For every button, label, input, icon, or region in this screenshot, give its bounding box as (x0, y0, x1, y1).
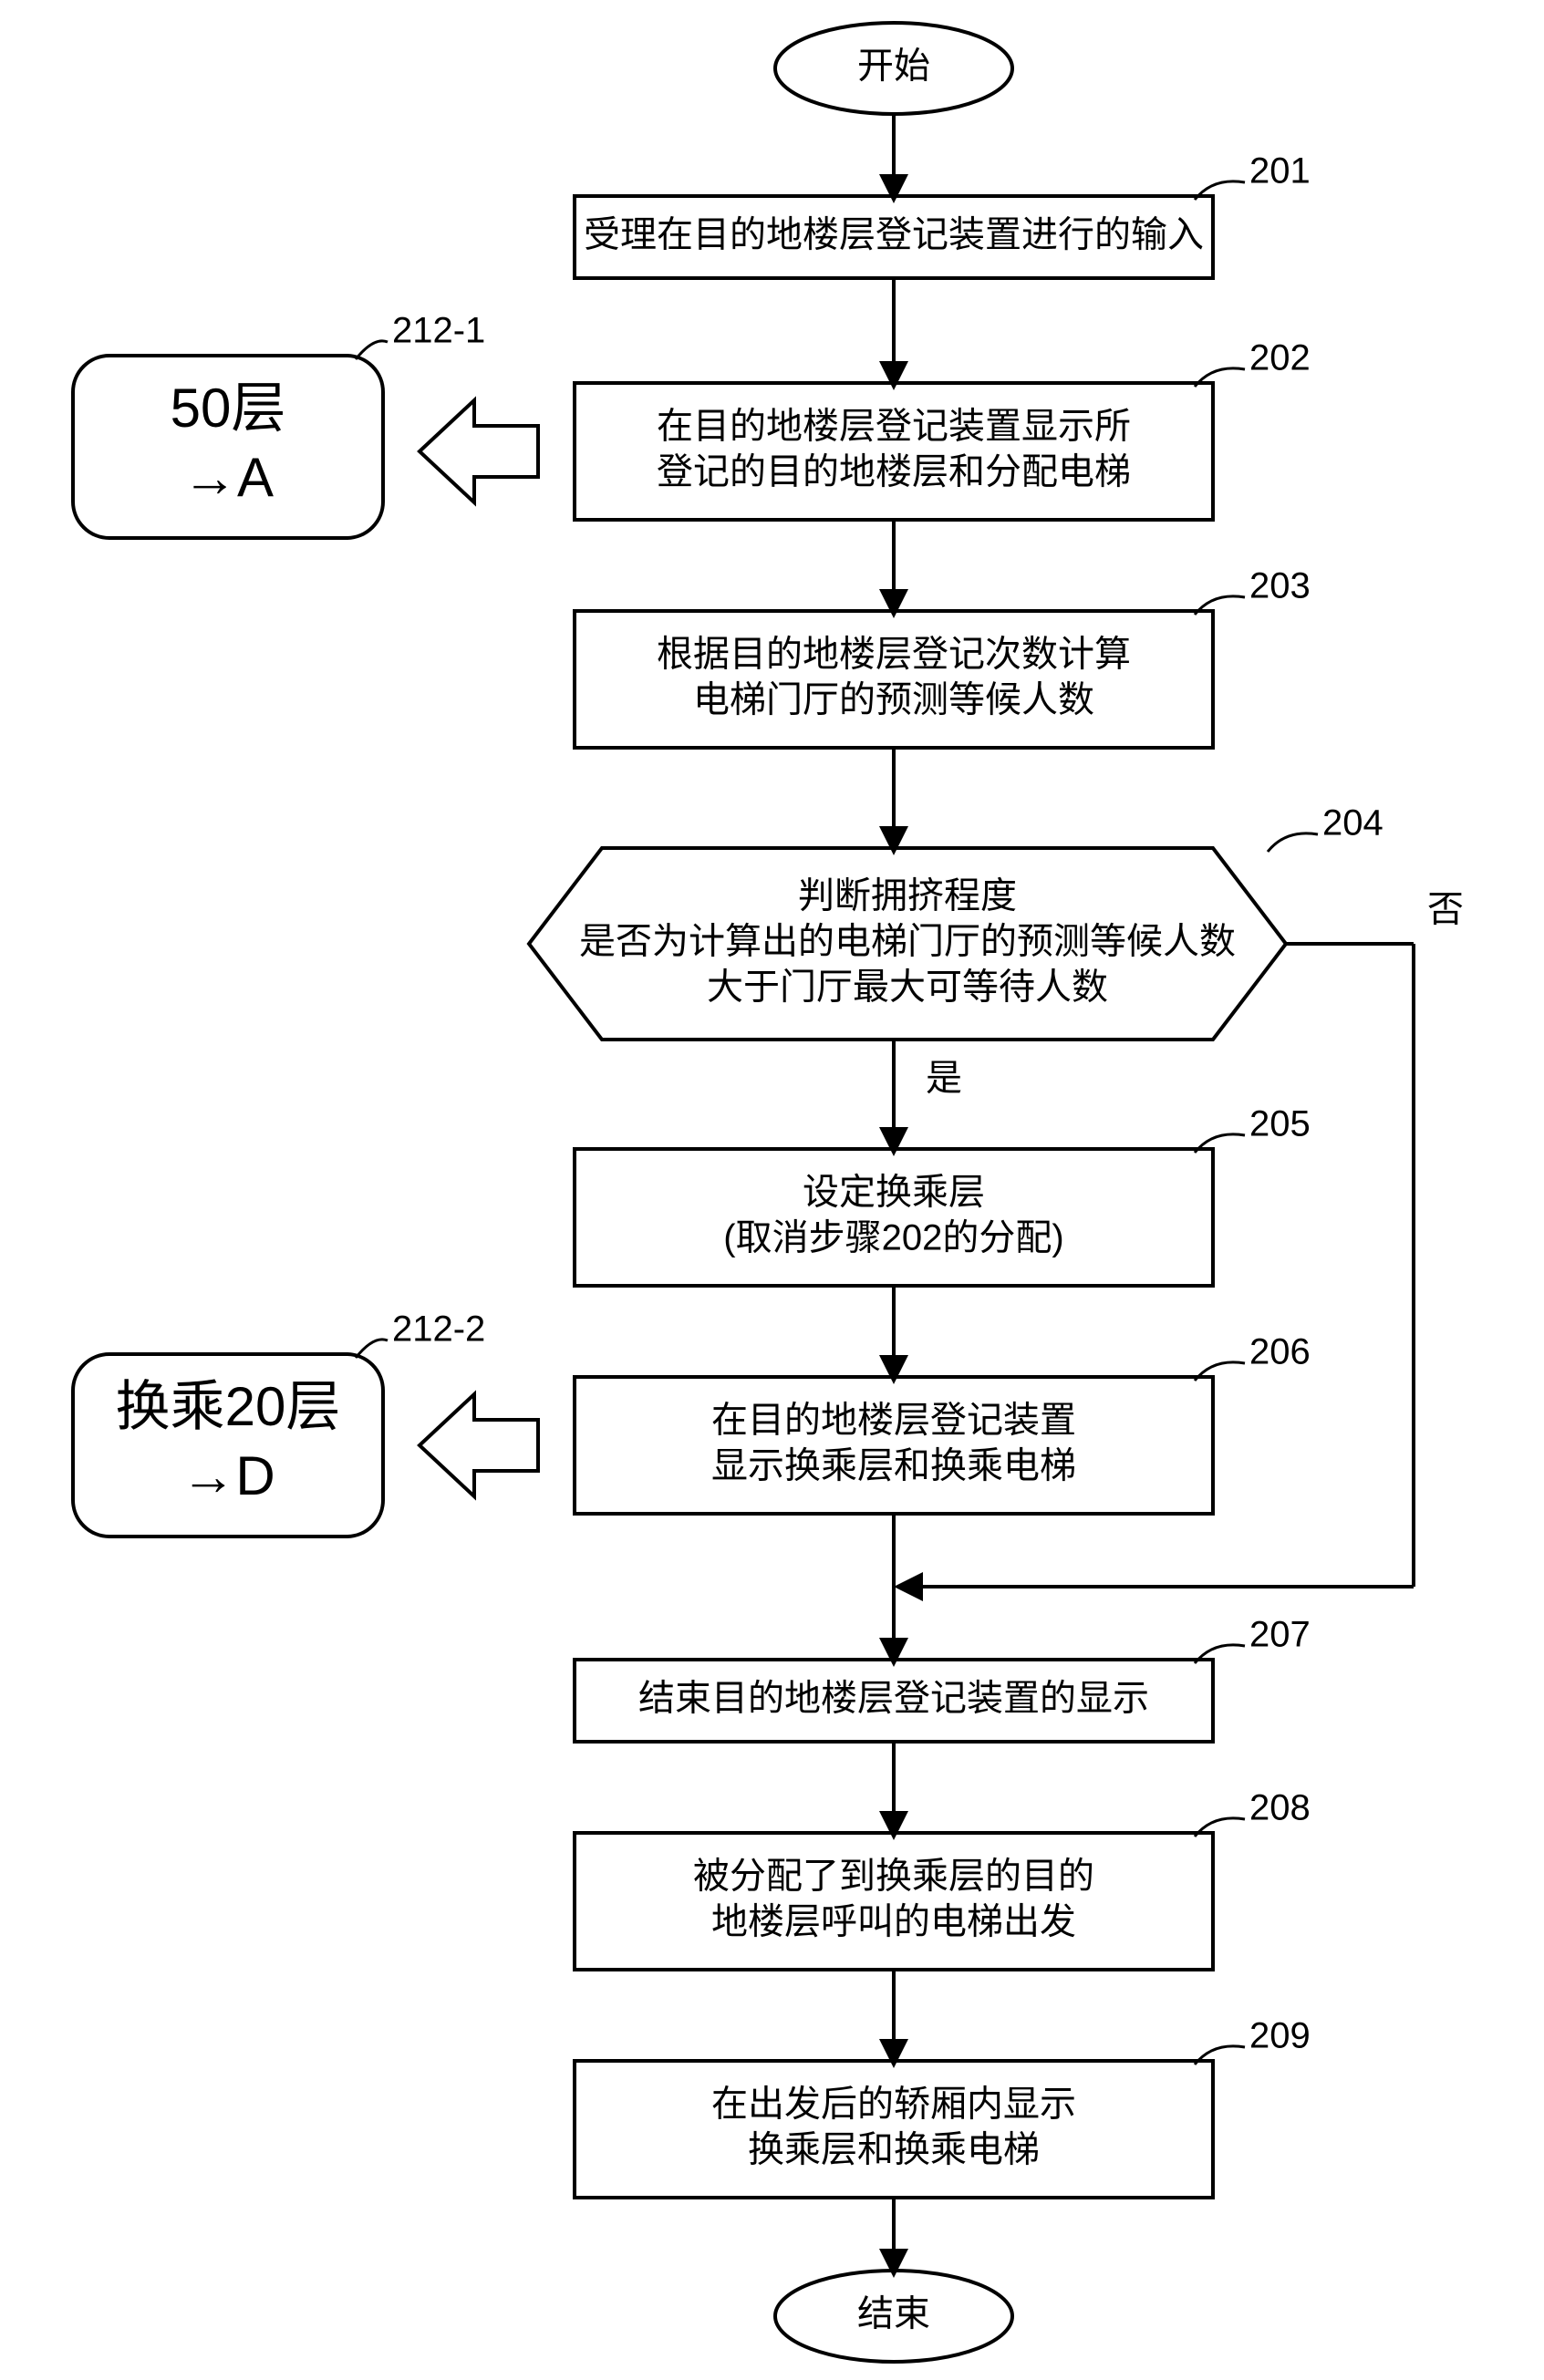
svg-text:是: 是 (926, 1059, 962, 1099)
svg-text:(取消步骤202的分配): (取消步骤202的分配) (723, 1218, 1063, 1258)
svg-text:受理在目的地楼层登记装置进行的输入: 受理在目的地楼层登记装置进行的输入 (584, 215, 1204, 255)
svg-text:设定换乘层: 设定换乘层 (803, 1173, 985, 1213)
svg-text:在目的地楼层登记装置显示所: 在目的地楼层登记装置显示所 (657, 407, 1131, 447)
svg-text:大于门厅最大可等待人数: 大于门厅最大可等待人数 (707, 968, 1108, 1008)
flowchart-canvas: 开始结束 受理在目的地楼层登记装置进行的输入 201 在目的地楼层登记装置显示所登记的… (0, 0, 1544, 2375)
svg-text:根据目的地楼层登记次数计算: 根据目的地楼层登记次数计算 (657, 635, 1131, 675)
svg-text:开始: 开始 (857, 47, 930, 87)
svg-text:地楼层呼叫的电梯出发: 地楼层呼叫的电梯出发 (711, 1902, 1076, 1942)
svg-text:209: 209 (1249, 2016, 1311, 2056)
svg-text:是否为计算出的电梯门厅的预测等候人数: 是否为计算出的电梯门厅的预测等候人数 (579, 922, 1236, 962)
svg-text:结束: 结束 (857, 2294, 930, 2334)
svg-text:判断拥挤程度: 判断拥挤程度 (798, 876, 1017, 916)
svg-text:204: 204 (1322, 803, 1383, 843)
svg-text:202: 202 (1249, 338, 1311, 378)
svg-text:205: 205 (1249, 1104, 1311, 1144)
svg-text:212-2: 212-2 (392, 1309, 485, 1350)
svg-text:201: 201 (1249, 151, 1311, 191)
svg-text:→D: →D (181, 1445, 275, 1506)
svg-text:208: 208 (1249, 1788, 1311, 1828)
svg-text:212-1: 212-1 (392, 311, 485, 351)
svg-text:207: 207 (1249, 1615, 1311, 1655)
svg-text:206: 206 (1249, 1332, 1311, 1372)
svg-text:被分配了到换乘层的目的: 被分配了到换乘层的目的 (693, 1857, 1094, 1897)
svg-text:显示换乘层和换乘电梯: 显示换乘层和换乘电梯 (711, 1446, 1076, 1486)
svg-text:在目的地楼层登记装置: 在目的地楼层登记装置 (711, 1401, 1076, 1441)
svg-text:电梯门厅的预测等候人数: 电梯门厅的预测等候人数 (693, 680, 1094, 720)
svg-text:203: 203 (1249, 566, 1311, 606)
svg-text:否: 否 (1427, 890, 1464, 930)
svg-text:换乘20层: 换乘20层 (116, 1376, 341, 1437)
svg-text:在出发后的轿厢内显示: 在出发后的轿厢内显示 (711, 2085, 1076, 2125)
svg-text:→A: →A (182, 447, 274, 508)
svg-text:登记的目的地楼层和分配电梯: 登记的目的地楼层和分配电梯 (657, 452, 1131, 492)
svg-text:换乘层和换乘电梯: 换乘层和换乘电梯 (748, 2130, 1040, 2170)
svg-text:结束目的地楼层登记装置的显示: 结束目的地楼层登记装置的显示 (638, 1679, 1149, 1719)
svg-text:50层: 50层 (171, 378, 286, 439)
